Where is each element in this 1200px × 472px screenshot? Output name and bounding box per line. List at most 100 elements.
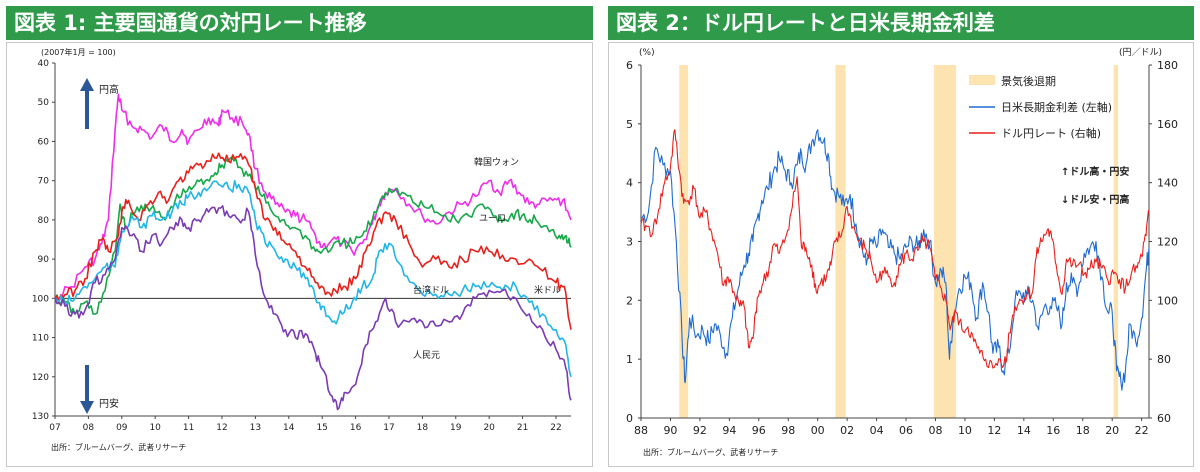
x-tick-label: 08	[83, 423, 95, 433]
right-y-tick-label: 160	[1157, 118, 1178, 131]
left-y-tick-label: 5	[626, 118, 633, 131]
left-y-tick-label: 6	[626, 59, 633, 72]
x-tick-label: 18	[1076, 424, 1090, 437]
x-tick-label: 92	[693, 424, 707, 437]
yen-low-annotation: 円安	[80, 365, 119, 414]
source-note: 出所：ブルームバーグ、武者リサーチ	[643, 447, 778, 457]
x-tick-label: 02	[840, 424, 854, 437]
chart-frame: 0 1 2 3 4 5 6 60 80 100 120 140 160 180 88 90 92 94 96 98 00…	[608, 42, 1194, 467]
base-note: (2007年1月 = 100)	[41, 47, 116, 57]
right-y-tick-label: 180	[1157, 59, 1178, 72]
x-tick-label: 16	[350, 423, 362, 433]
x-tick-label: 15	[316, 423, 327, 433]
legend: 景気後退期 日米長期金利差 (左軸) ドル円レート (右軸)	[969, 74, 1112, 140]
series-line	[54, 179, 572, 378]
right-y-tick-label: 80	[1157, 353, 1171, 366]
left-y-tick-label: 0	[626, 412, 633, 425]
y-tick-label: 90	[38, 255, 50, 265]
x-tick-label: 07	[49, 423, 60, 433]
chart-title: 図表 1: 主要国通貨の対円レート推移	[6, 6, 593, 40]
recession-band	[835, 65, 846, 418]
series-lines	[54, 93, 572, 411]
y-tick-label: 40	[38, 59, 50, 69]
up-arrow-head-icon	[80, 78, 94, 91]
x-tick-label: 14	[1017, 424, 1031, 437]
y-tick-label: 50	[38, 98, 50, 108]
dollar-down-note: ↓ドル安・円高	[1061, 193, 1129, 206]
x-tick-label: 06	[899, 424, 913, 437]
legend-label-usdjpy: ドル円レート (右軸)	[1001, 126, 1101, 140]
series-label-cny: 人民元	[413, 350, 440, 361]
x-tick-label: 19	[450, 423, 462, 433]
series-label-krw: 韓国ウォン	[474, 157, 519, 168]
series-label-eur: ユーロ	[479, 214, 506, 224]
recession-band	[1113, 65, 1119, 418]
series-line	[54, 93, 572, 302]
x-tick-label: 20	[1105, 424, 1119, 437]
series-line	[640, 129, 1150, 369]
x-tick-label: 10	[958, 424, 972, 437]
x-tick-label: 10	[149, 423, 161, 433]
x-tick-label: 12	[987, 424, 1001, 437]
right-y-tick-label: 100	[1157, 294, 1178, 307]
dollar-up-note: ↑ドル高・円安	[1061, 165, 1129, 178]
recession-band	[934, 65, 957, 418]
y-tick-label: 60	[38, 137, 50, 147]
x-tick-label: 17	[383, 423, 394, 433]
x-tick-label: 98	[781, 424, 795, 437]
x-tick-label: 09	[116, 423, 128, 433]
series-line	[54, 152, 572, 330]
chart-panel-right: 図表 2：ドル円レートと日米長期金利差 0 1 2 3 4 5 6 60 80 100 120 140…	[602, 0, 1200, 472]
x-tick-label: 94	[722, 424, 736, 437]
right-y-tick-label: 120	[1157, 236, 1178, 249]
legend-label-recession: 景気後退期	[1001, 74, 1056, 88]
y-tick-label: 130	[32, 412, 49, 422]
yen-high-annotation: 円高	[80, 78, 119, 129]
source-note: 出所：ブルームバーグ、武者リサーチ	[51, 442, 186, 452]
chart-frame: (2007年1月 = 100) 40 50 60 70 80 90 100 110 120 130…	[6, 42, 593, 467]
series-label-twd: 台湾ドル	[413, 284, 449, 296]
x-tick-label: 04	[870, 424, 884, 437]
recession-bands	[679, 65, 1119, 418]
left-y-tick-label: 4	[626, 177, 633, 190]
x-tick-label: 18	[417, 423, 429, 433]
x-tick-label: 22	[1135, 424, 1149, 437]
x-tick-label: 11	[183, 423, 194, 433]
legend-swatch-recession	[969, 75, 995, 85]
y-tick-label: 70	[38, 177, 50, 187]
y-tick-label: 80	[38, 216, 50, 226]
chart-panel-left: 図表 1: 主要国通貨の対円レート推移 (2007年1月 = 100) 40 50…	[0, 0, 598, 472]
series-line	[54, 205, 572, 411]
y-tick-label: 110	[32, 334, 49, 344]
recession-band	[679, 65, 689, 418]
left-axis-unit: (%)	[639, 48, 655, 58]
x-tick-label: 21	[517, 423, 528, 433]
y-tick-label: 100	[32, 294, 49, 304]
x-tick-label: 22	[550, 423, 561, 433]
y-tick-label: 120	[32, 373, 49, 383]
x-tick-label: 08	[928, 424, 942, 437]
series-line	[640, 129, 1150, 391]
left-y-tick-label: 2	[626, 294, 633, 307]
x-tick-label: 13	[250, 423, 261, 433]
right-y-tick-label: 60	[1157, 412, 1171, 425]
down-arrow-head-icon	[80, 401, 94, 414]
series-lines	[640, 129, 1150, 391]
x-tick-label: 16	[1046, 424, 1060, 437]
right-y-tick-label: 140	[1157, 177, 1178, 190]
chart-title: 図表 2：ドル円レートと日米長期金利差	[608, 6, 1194, 40]
x-tick-label: 88	[634, 424, 648, 437]
x-tick-label: 20	[483, 423, 495, 433]
legend-label-spread: 日米長期金利差 (左軸)	[1001, 100, 1112, 114]
x-tick-label: 12	[216, 423, 227, 433]
left-y-tick-label: 1	[626, 353, 633, 366]
left-y-tick-label: 3	[626, 236, 633, 249]
right-axis-unit: (円／ドル)	[1119, 47, 1162, 58]
x-tick-label: 90	[663, 424, 677, 437]
x-tick-label: 00	[811, 424, 825, 437]
series-label-usd: 米ドル	[534, 284, 561, 296]
x-tick-label: 96	[752, 424, 766, 437]
